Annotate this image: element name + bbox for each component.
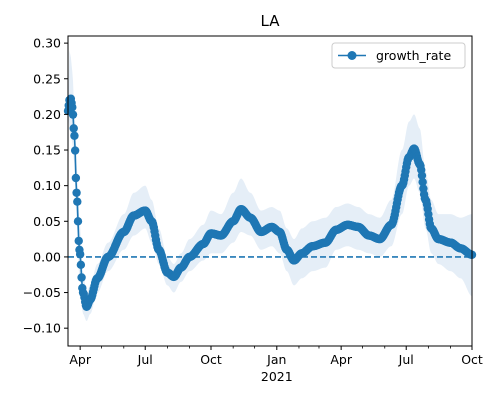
chart-title: LA: [261, 12, 281, 30]
x-tick-label: Apr: [330, 352, 352, 367]
legend-box: [331, 42, 466, 69]
legend: growth_rate: [331, 42, 466, 69]
y-tick-label: 0.30: [33, 36, 61, 51]
y-tick-label: 0.25: [33, 71, 61, 86]
y-tick-label: 0.20: [33, 107, 61, 122]
data-point: [73, 217, 83, 226]
data-point: [77, 273, 86, 282]
data-point: [69, 124, 78, 133]
data-point: [70, 131, 79, 140]
x-tick-label: Apr: [69, 352, 91, 367]
legend-marker-dot: [347, 51, 357, 60]
data-point: [68, 110, 78, 119]
data-point: [72, 188, 81, 197]
data-point: [71, 173, 81, 183]
data-point: [417, 171, 427, 180]
y-tick-label: 0.15: [33, 143, 61, 158]
data-point: [76, 260, 86, 270]
confidence-band: [68, 50, 472, 322]
data-point: [75, 250, 85, 259]
data-point: [74, 236, 83, 246]
legend-label: growth_rate: [376, 48, 451, 63]
y-tick-label: −0.05: [23, 285, 61, 300]
y-tick-label: 0.00: [33, 249, 61, 264]
x-axis: Apr Jul Oct Jan Apr Jul Oct 2021: [69, 346, 483, 384]
confidence-band-layer: [68, 50, 472, 322]
series-layer: [63, 94, 477, 311]
x-tick-label: Oct: [461, 352, 483, 367]
x-tick-label: Oct: [200, 352, 222, 367]
data-point: [418, 177, 427, 187]
y-tick-label: 0.10: [33, 178, 61, 193]
x-tick-label: Jan: [266, 352, 286, 367]
plot-area-frame: [67, 35, 473, 347]
data-point: [73, 197, 82, 206]
x-year-label: 2021: [261, 369, 293, 384]
x-tick-label: Jul: [137, 352, 153, 367]
y-tick-label: −0.10: [23, 321, 61, 336]
y-tick-label: 0.05: [33, 214, 61, 229]
data-point: [70, 146, 80, 155]
data-point: [68, 103, 77, 112]
x-tick-label: Jul: [398, 352, 414, 367]
y-axis: −0.10 −0.05 0.00 0.05 0.10 0.15 0.20 0.25 0.30: [23, 36, 68, 336]
